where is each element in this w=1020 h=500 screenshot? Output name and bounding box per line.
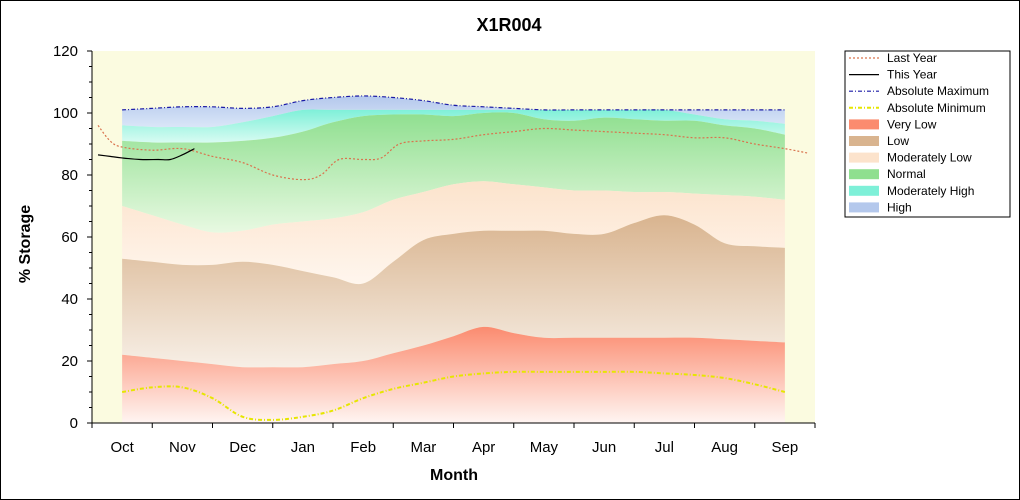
band-low bbox=[122, 215, 785, 368]
bands-layer bbox=[122, 95, 785, 423]
series-line-absolute-maximum bbox=[122, 95, 785, 111]
series-line-last-year bbox=[97, 125, 810, 181]
legend-swatch-normal bbox=[849, 169, 879, 180]
band-very-low bbox=[122, 326, 785, 423]
legend-label-moderately-low: Moderately Low bbox=[887, 151, 972, 165]
legend-label-normal: Normal bbox=[887, 167, 926, 181]
legend-label-this-year: This Year bbox=[887, 68, 937, 82]
y-tick-label: 80 bbox=[61, 167, 78, 184]
band-normal bbox=[122, 112, 785, 233]
x-tick-label: Apr bbox=[472, 439, 495, 456]
x-tick-label: Jul bbox=[655, 439, 674, 456]
y-tick-label: 40 bbox=[61, 291, 78, 308]
x-tick-label: Jun bbox=[592, 439, 616, 456]
axes-layer: 0 20 40 60 80 100 120 Oct Nov Dec Jan Feb Mar Apr May J… bbox=[53, 43, 816, 456]
y-tick-label: 120 bbox=[53, 43, 78, 60]
legend: Last Year This Year Absolute Maximum Absolu… bbox=[844, 50, 1011, 218]
legend-label-last-year: Last Year bbox=[887, 51, 937, 65]
legend-label-moderately-high: Moderately High bbox=[887, 184, 974, 198]
y-tick-label: 100 bbox=[53, 105, 78, 122]
x-tick-label: Nov bbox=[169, 439, 196, 456]
x-tick-label: Aug bbox=[711, 439, 738, 456]
y-axis-label: % Storage bbox=[17, 205, 34, 283]
legend-label-low: Low bbox=[887, 134, 909, 148]
series-layer bbox=[97, 95, 810, 421]
legend-swatch-moderately-low bbox=[849, 152, 879, 163]
chart-title: X1R004 bbox=[476, 15, 541, 35]
band-moderately-high bbox=[122, 109, 785, 143]
x-tick-label: Jan bbox=[291, 439, 315, 456]
legend-swatch-very-low bbox=[849, 119, 879, 130]
y-tick-label: 60 bbox=[61, 229, 78, 246]
y-tick-label: 20 bbox=[61, 353, 78, 370]
band-high bbox=[122, 95, 785, 128]
x-tick-label: Feb bbox=[350, 439, 376, 456]
x-axis-label: Month bbox=[430, 467, 478, 484]
legend-label-high: High bbox=[887, 200, 912, 214]
legend-swatch-moderately-high bbox=[849, 185, 879, 196]
legend-label-very-low: Very Low bbox=[887, 117, 937, 131]
series-line-this-year bbox=[97, 148, 195, 161]
x-tick-label: Dec bbox=[229, 439, 256, 456]
x-tick-label: Mar bbox=[410, 439, 436, 456]
legend-swatch-high bbox=[849, 202, 879, 213]
x-tick-label: Oct bbox=[110, 439, 134, 456]
legend-label-absolute-maximum: Absolute Maximum bbox=[887, 84, 989, 98]
x-tick-label: May bbox=[530, 439, 559, 456]
legend-label-absolute-minimum: Absolute Minimum bbox=[887, 101, 986, 115]
series-line-absolute-minimum bbox=[121, 370, 786, 421]
band-moderately-low bbox=[122, 181, 785, 285]
y-tick-label: 0 bbox=[70, 415, 78, 432]
legend-swatch-low bbox=[849, 136, 879, 146]
x-tick-label: Sep bbox=[772, 439, 799, 456]
